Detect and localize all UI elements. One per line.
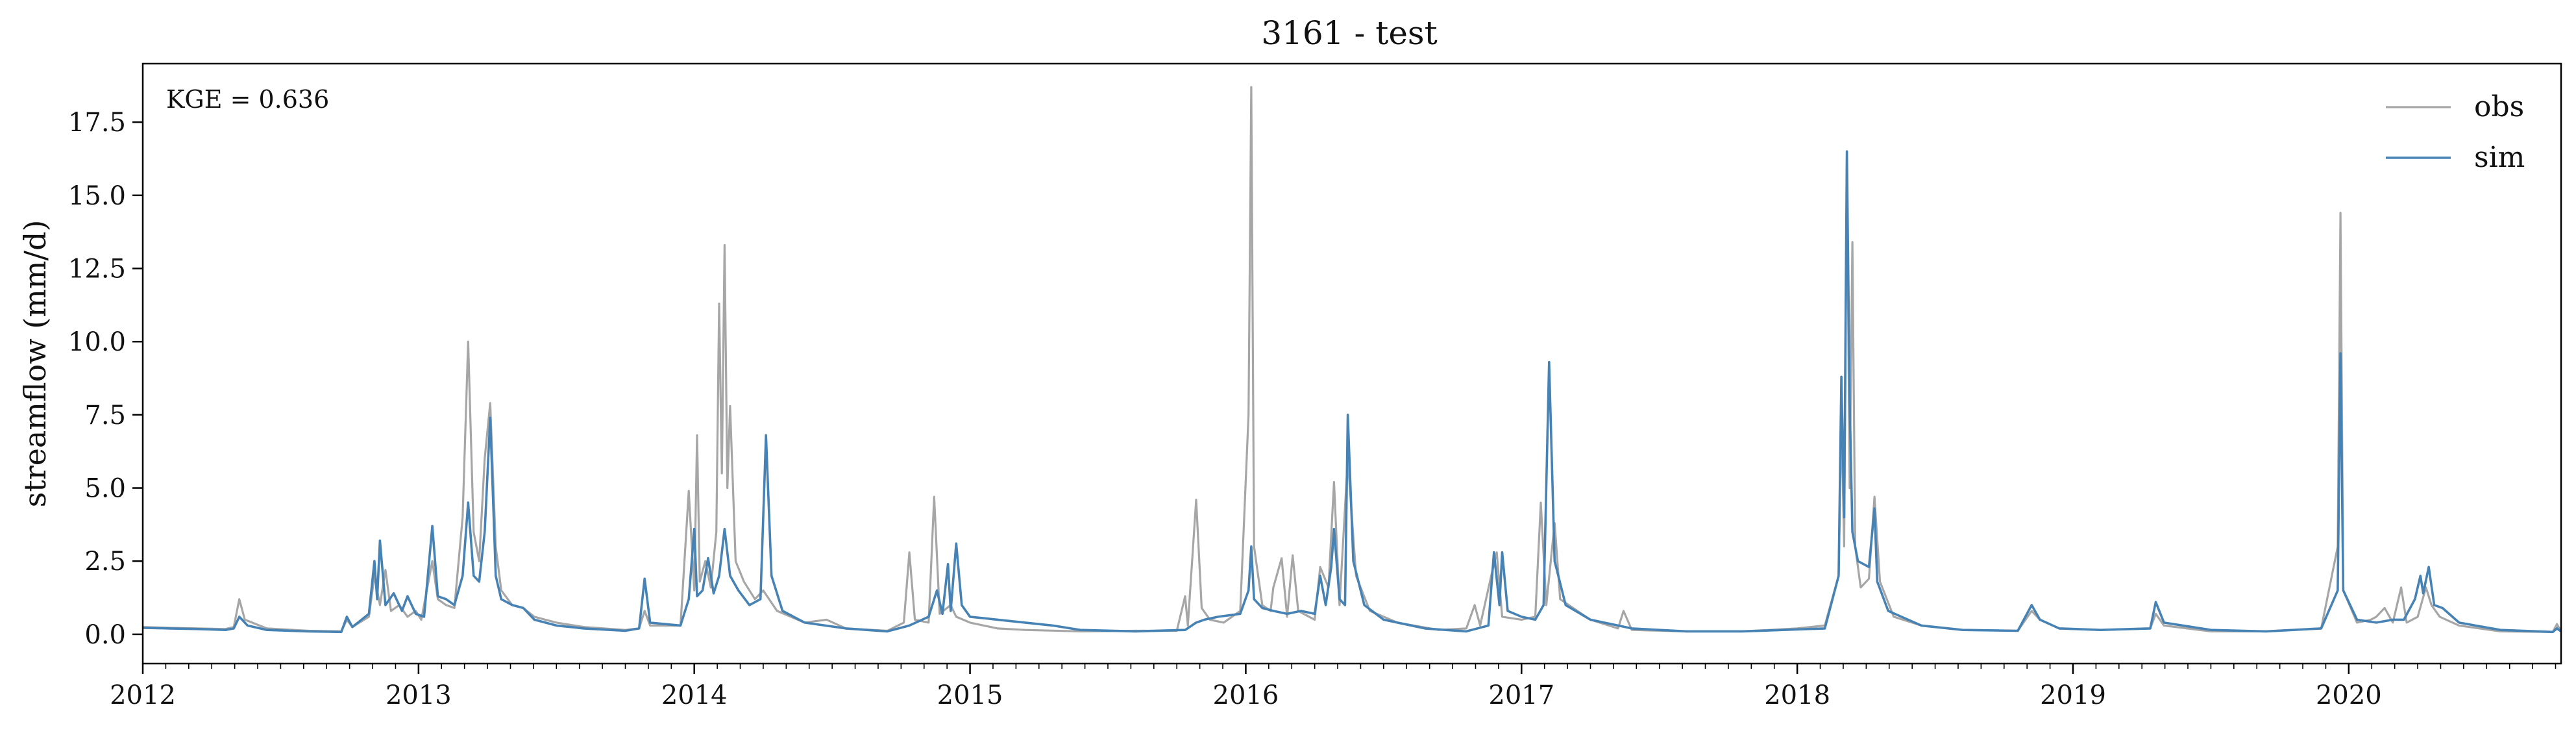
x-tick-label-2019: 2019 [2040, 680, 2106, 710]
legend-label-obs: obs [2474, 90, 2524, 123]
y-tick-label-2.5: 2.5 [84, 547, 126, 577]
y-tick-label-7.5: 7.5 [84, 401, 126, 430]
series-layer [142, 86, 2562, 634]
x-tick-label-2012: 2012 [110, 680, 176, 710]
x-tick-label-2017: 2017 [1488, 680, 1554, 710]
series-line-obs [142, 86, 2562, 633]
x-tick-label-2015: 2015 [937, 680, 1003, 710]
y-axis: 0.0 2.5 5.0 7.5 10.0 12.5 15.0 17.5 [68, 108, 143, 650]
y-tick-label-5.0: 5.0 [84, 474, 126, 504]
y-tick-label-15.0: 15.0 [68, 181, 126, 211]
y-axis-label: streamflow (mm/d) [18, 220, 53, 508]
plot-frame [141, 62, 2562, 665]
series-line-sim [142, 150, 2562, 634]
x-tick-label-2016: 2016 [1213, 680, 1279, 710]
y-tick-label-17.5: 17.5 [68, 108, 126, 138]
x-tick-label-2020: 2020 [2316, 680, 2382, 710]
x-tick-label-2013: 2013 [386, 680, 452, 710]
y-tick-label-0.0: 0.0 [84, 620, 126, 650]
x-tick-label-2014: 2014 [661, 680, 728, 710]
plot-area [141, 62, 2562, 665]
legend-label-sim: sim [2474, 141, 2525, 174]
y-tick-label-10.0: 10.0 [68, 327, 126, 357]
y-tick-label-12.5: 12.5 [68, 255, 126, 284]
kge-annotation: KGE = 0.636 [166, 85, 329, 114]
legend: obs sim [2386, 90, 2525, 174]
x-tick-label-2018: 2018 [1764, 680, 1830, 710]
x-axis: 2012 2013 2014 2015 2016 2017 2018 2019 2020 [110, 664, 2557, 710]
chart-title: 3161 - test [1261, 14, 1437, 52]
